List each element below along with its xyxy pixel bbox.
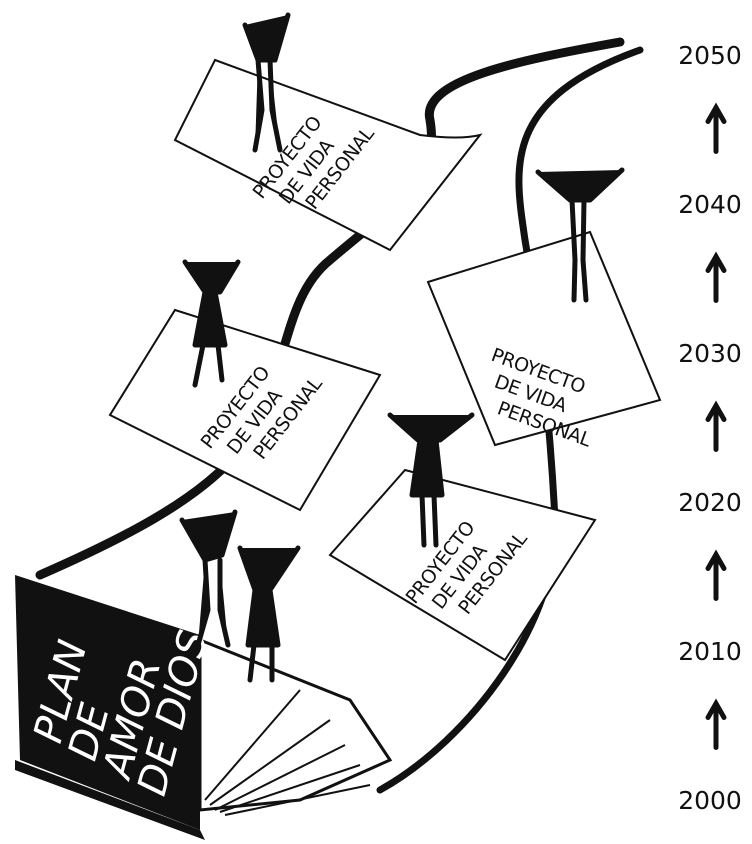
illustration: PLAN DE AMOR DE DIOS PROYECTODE VIDAPERS… <box>0 0 752 844</box>
year: 2050 <box>678 41 742 70</box>
page: PLAN DE AMOR DE DIOS PROYECTODE VIDAPERS… <box>0 0 752 844</box>
year: 2040 <box>678 190 742 219</box>
year: 2030 <box>678 339 742 368</box>
arrow <box>708 406 724 450</box>
year: 2000 <box>678 786 742 815</box>
year: 2020 <box>678 488 742 517</box>
arrow <box>708 257 724 301</box>
timeline: 2050 2040 2030 2020 2010 2000 <box>678 41 742 815</box>
book-pages <box>200 640 390 810</box>
year: 2010 <box>678 637 742 666</box>
arrow <box>708 704 724 748</box>
arrow <box>708 108 724 152</box>
arrow <box>708 555 724 599</box>
